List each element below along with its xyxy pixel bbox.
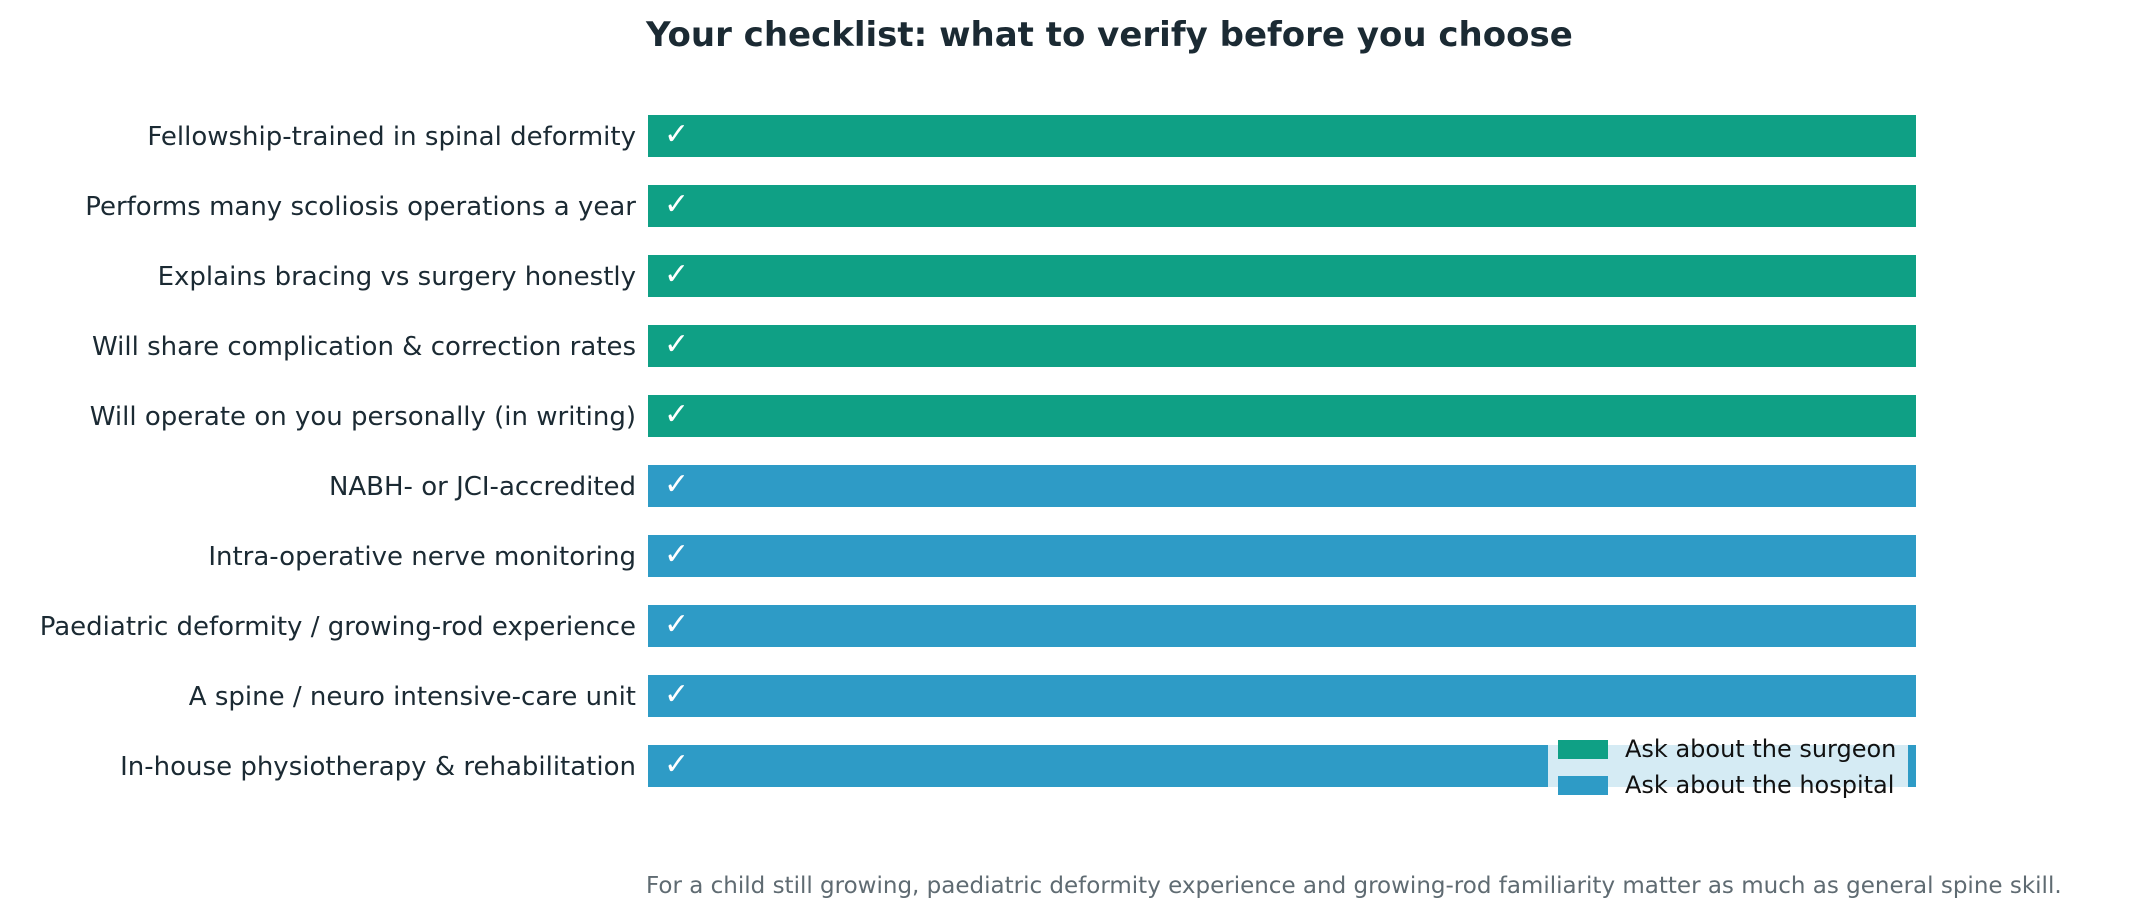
check-mark: ✓ [664,467,689,502]
check-mark: ✓ [664,187,689,222]
category-label: Will operate on you personally (in writi… [90,402,636,432]
legend-items: Ask about the surgeon Ask about the hospi… [1558,735,1896,799]
legend-label: Ask about the hospital [1625,771,1894,799]
check-mark: ✓ [664,607,689,642]
bar-hospital [648,465,1916,507]
check-marks: ✓ ✓ ✓ ✓ ✓ ✓ ✓ ✓ ✓ ✓ [664,117,689,782]
bar-surgeon [648,115,1916,157]
check-mark: ✓ [664,257,689,292]
category-label: In-house physiotherapy & rehabilitation [120,752,636,782]
chart-title: Your checklist: what to verify before yo… [645,15,1573,55]
legend-label: Ask about the surgeon [1625,735,1896,763]
bar-surgeon [648,185,1916,227]
category-label: Performs many scoliosis operations a yea… [85,192,636,222]
bar-hospital [648,675,1916,717]
bar-surgeon [648,255,1916,297]
check-mark: ✓ [664,117,689,152]
bar-hospital [648,605,1916,647]
category-label: A spine / neuro intensive-care unit [189,682,636,712]
bars-layer [648,115,1916,787]
category-label: Intra-operative nerve monitoring [208,542,636,572]
legend-swatch [1558,740,1608,759]
check-mark: ✓ [664,747,689,782]
check-mark: ✓ [664,677,689,712]
category-labels: Fellowship-trained in spinal deformity Pe… [40,122,637,782]
category-label: Paediatric deformity / growing-rod exper… [40,612,636,642]
bar-surgeon [648,325,1916,367]
chart-footnote: For a child still growing, paediatric de… [646,873,2062,899]
bar-surgeon [648,395,1916,437]
legend: Ask about the surgeon Ask about the hospi… [1548,731,1908,807]
check-mark: ✓ [664,397,689,432]
category-label: Will share complication & correction rat… [92,332,636,362]
category-label: NABH- or JCI-accredited [329,472,636,502]
category-label: Fellowship-trained in spinal deformity [147,122,636,152]
bar-hospital [648,535,1916,577]
check-mark: ✓ [664,327,689,362]
legend-swatch [1558,776,1608,795]
category-label: Explains bracing vs surgery honestly [158,262,636,292]
check-mark: ✓ [664,537,689,572]
